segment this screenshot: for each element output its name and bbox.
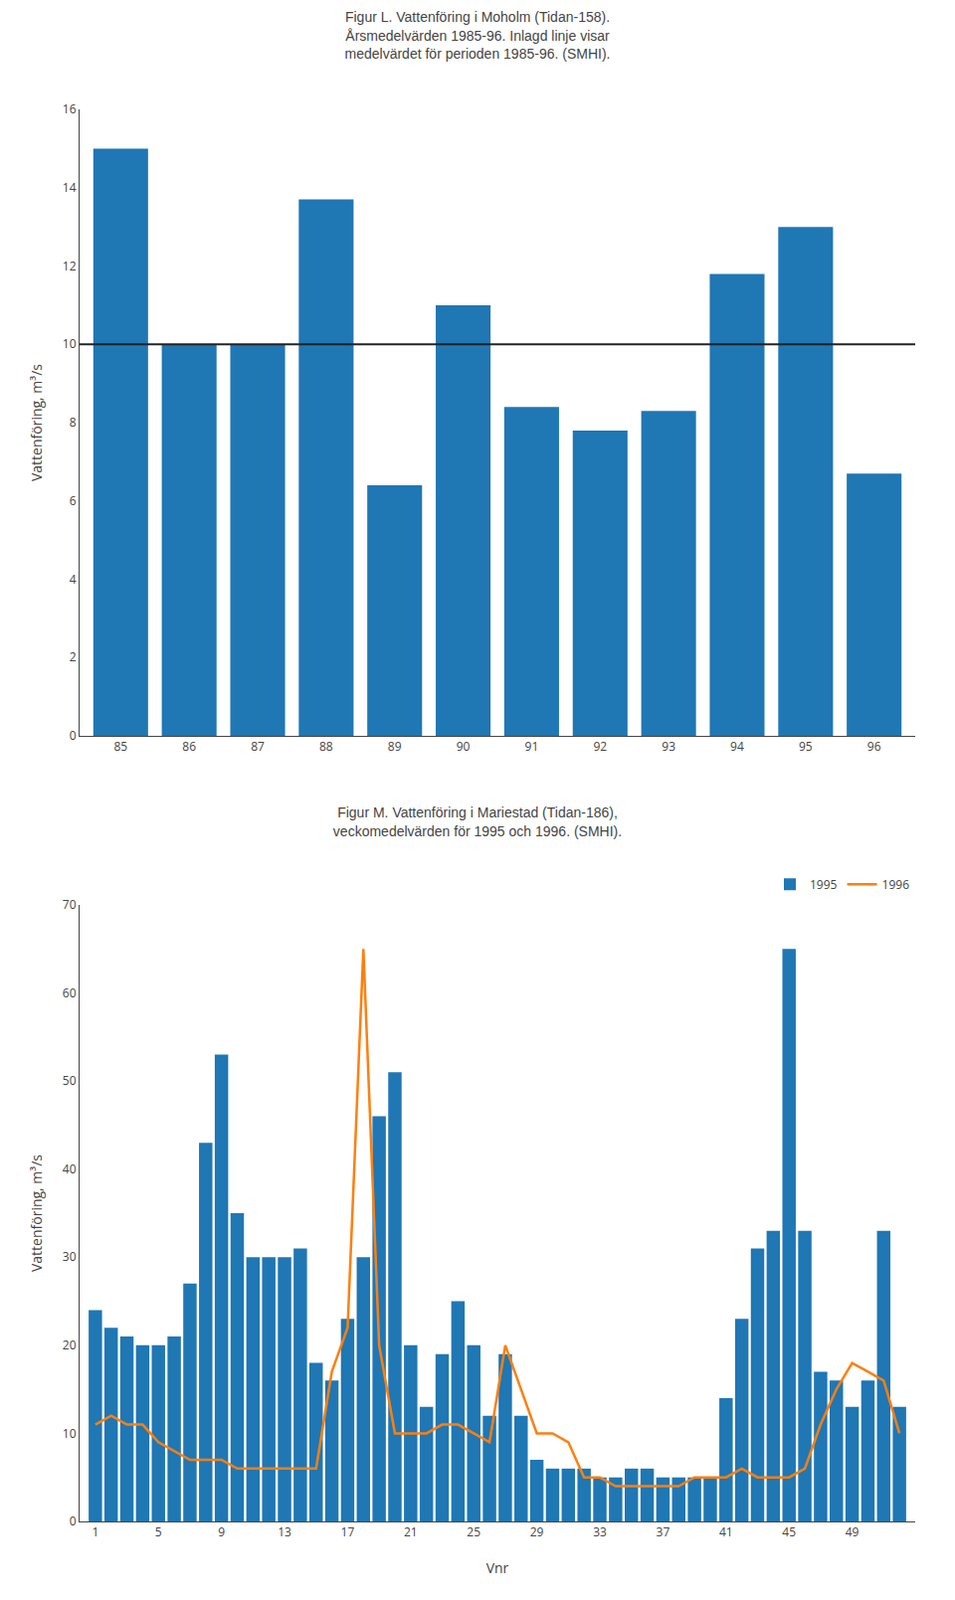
svg-text:49: 49 (845, 1524, 860, 1541)
svg-text:9: 9 (217, 1524, 225, 1541)
svg-text:1996: 1996 (882, 876, 911, 894)
svg-text:0: 0 (69, 1513, 77, 1530)
svg-text:30: 30 (62, 1248, 77, 1266)
svg-text:95: 95 (798, 738, 813, 756)
svg-text:40: 40 (62, 1160, 77, 1178)
svg-text:96: 96 (867, 738, 882, 756)
svg-text:89: 89 (387, 738, 402, 756)
svg-text:4: 4 (69, 571, 77, 588)
svg-text:60: 60 (62, 984, 77, 1002)
svg-text:Figur M. Vattenföring i Maries: Figur M. Vattenföring i Mariestad (Tidan… (333, 804, 622, 839)
svg-text:87: 87 (250, 738, 265, 756)
svg-text:13: 13 (277, 1524, 292, 1541)
svg-text:5: 5 (155, 1524, 163, 1541)
svg-text:86: 86 (182, 738, 196, 756)
svg-text:93: 93 (661, 738, 676, 756)
svg-text:Figur L. Vattenföring i Moholm: Figur L. Vattenföring i Moholm (Tidan-15… (345, 8, 611, 61)
svg-text:92: 92 (592, 738, 607, 756)
svg-text:94: 94 (730, 738, 745, 756)
svg-text:2: 2 (69, 648, 77, 666)
svg-text:12: 12 (62, 257, 77, 275)
svg-text:85: 85 (113, 738, 128, 756)
svg-text:10: 10 (62, 1425, 77, 1443)
svg-text:6: 6 (69, 492, 77, 510)
svg-text:0: 0 (69, 727, 77, 745)
svg-text:Vnr: Vnr (486, 1558, 510, 1578)
svg-text:14: 14 (62, 179, 77, 196)
svg-text:29: 29 (530, 1524, 545, 1541)
svg-text:41: 41 (719, 1524, 734, 1541)
svg-text:90: 90 (456, 738, 471, 756)
svg-text:17: 17 (341, 1524, 356, 1541)
svg-text:21: 21 (403, 1524, 418, 1541)
svg-text:16: 16 (62, 100, 77, 118)
svg-text:Vattenföring, m³/s: Vattenföring, m³/s (26, 1154, 46, 1273)
svg-text:45: 45 (781, 1524, 796, 1541)
svg-text:1: 1 (91, 1524, 99, 1541)
svg-text:8: 8 (69, 413, 77, 431)
svg-text:1995: 1995 (809, 876, 838, 894)
svg-text:70: 70 (62, 896, 77, 914)
svg-text:50: 50 (62, 1072, 77, 1090)
svg-text:91: 91 (525, 738, 540, 756)
svg-text:37: 37 (656, 1524, 671, 1541)
svg-text:25: 25 (466, 1524, 481, 1541)
svg-text:33: 33 (592, 1524, 607, 1541)
svg-text:20: 20 (62, 1337, 77, 1354)
svg-text:88: 88 (319, 738, 334, 756)
svg-text:Vattenföring, m³/s: Vattenföring, m³/s (26, 364, 46, 482)
svg-text:10: 10 (62, 335, 77, 353)
